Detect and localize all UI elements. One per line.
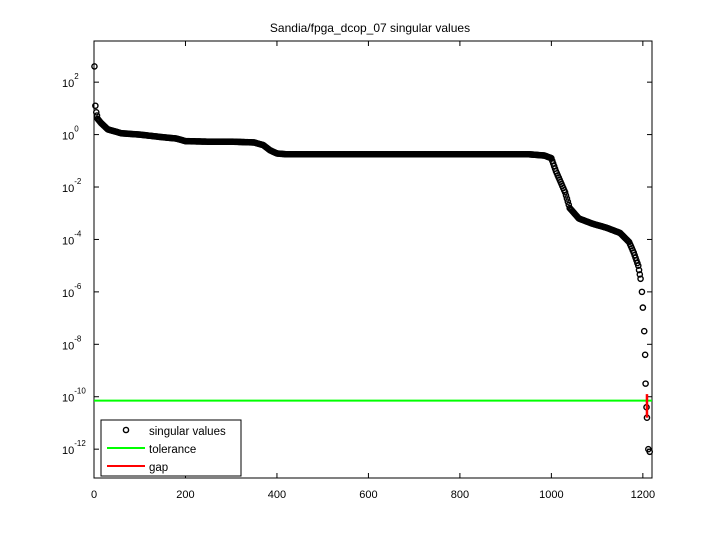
- x-tick-label: 400: [268, 489, 286, 501]
- singular-values-series: [91, 63, 654, 456]
- data-point: [561, 188, 569, 196]
- data-point: [642, 380, 649, 387]
- x-tick-label: 1000: [539, 489, 563, 501]
- y-tick-label: 102: [62, 72, 79, 90]
- data-point: [562, 192, 570, 199]
- data-point: [92, 109, 100, 116]
- x-tick-label: 800: [451, 489, 469, 501]
- data-point: [92, 102, 99, 110]
- data-point: [637, 275, 644, 283]
- x-tick-label: 600: [359, 489, 377, 501]
- legend-label-singular-values: singular values: [149, 426, 226, 438]
- data-point: [640, 327, 648, 335]
- chart-title: Sandia/fpga_dcop_07 singular values: [269, 21, 471, 35]
- data-point: [636, 271, 644, 278]
- plot-area: [93, 40, 653, 479]
- y-tick-label: 10-8: [62, 334, 82, 352]
- y-tick-label: 10-12: [62, 439, 86, 457]
- data-point: [641, 351, 649, 359]
- data-point: [639, 304, 647, 311]
- data-point: [564, 198, 572, 205]
- data-point: [646, 448, 654, 456]
- legend-label-tolerance: tolerance: [149, 444, 196, 456]
- y-tick-label: 10-4: [62, 229, 82, 247]
- x-tick-label: 200: [176, 489, 194, 501]
- legend-marker-singular-values: [122, 426, 130, 434]
- y-tick-label: 100: [62, 125, 79, 143]
- legend-label-gap: gap: [149, 462, 168, 474]
- data-point: [563, 195, 571, 202]
- y-tick-label: 10-2: [62, 177, 82, 195]
- x-tick-label: 0: [91, 489, 97, 501]
- data-point: [638, 288, 646, 296]
- data-point: [634, 262, 642, 269]
- data-point: [635, 266, 643, 274]
- y-tick-label: 10-6: [62, 282, 82, 300]
- y-tick-label: 10-10: [62, 387, 86, 405]
- data-point: [91, 63, 98, 70]
- x-tick-label: 1200: [631, 489, 655, 501]
